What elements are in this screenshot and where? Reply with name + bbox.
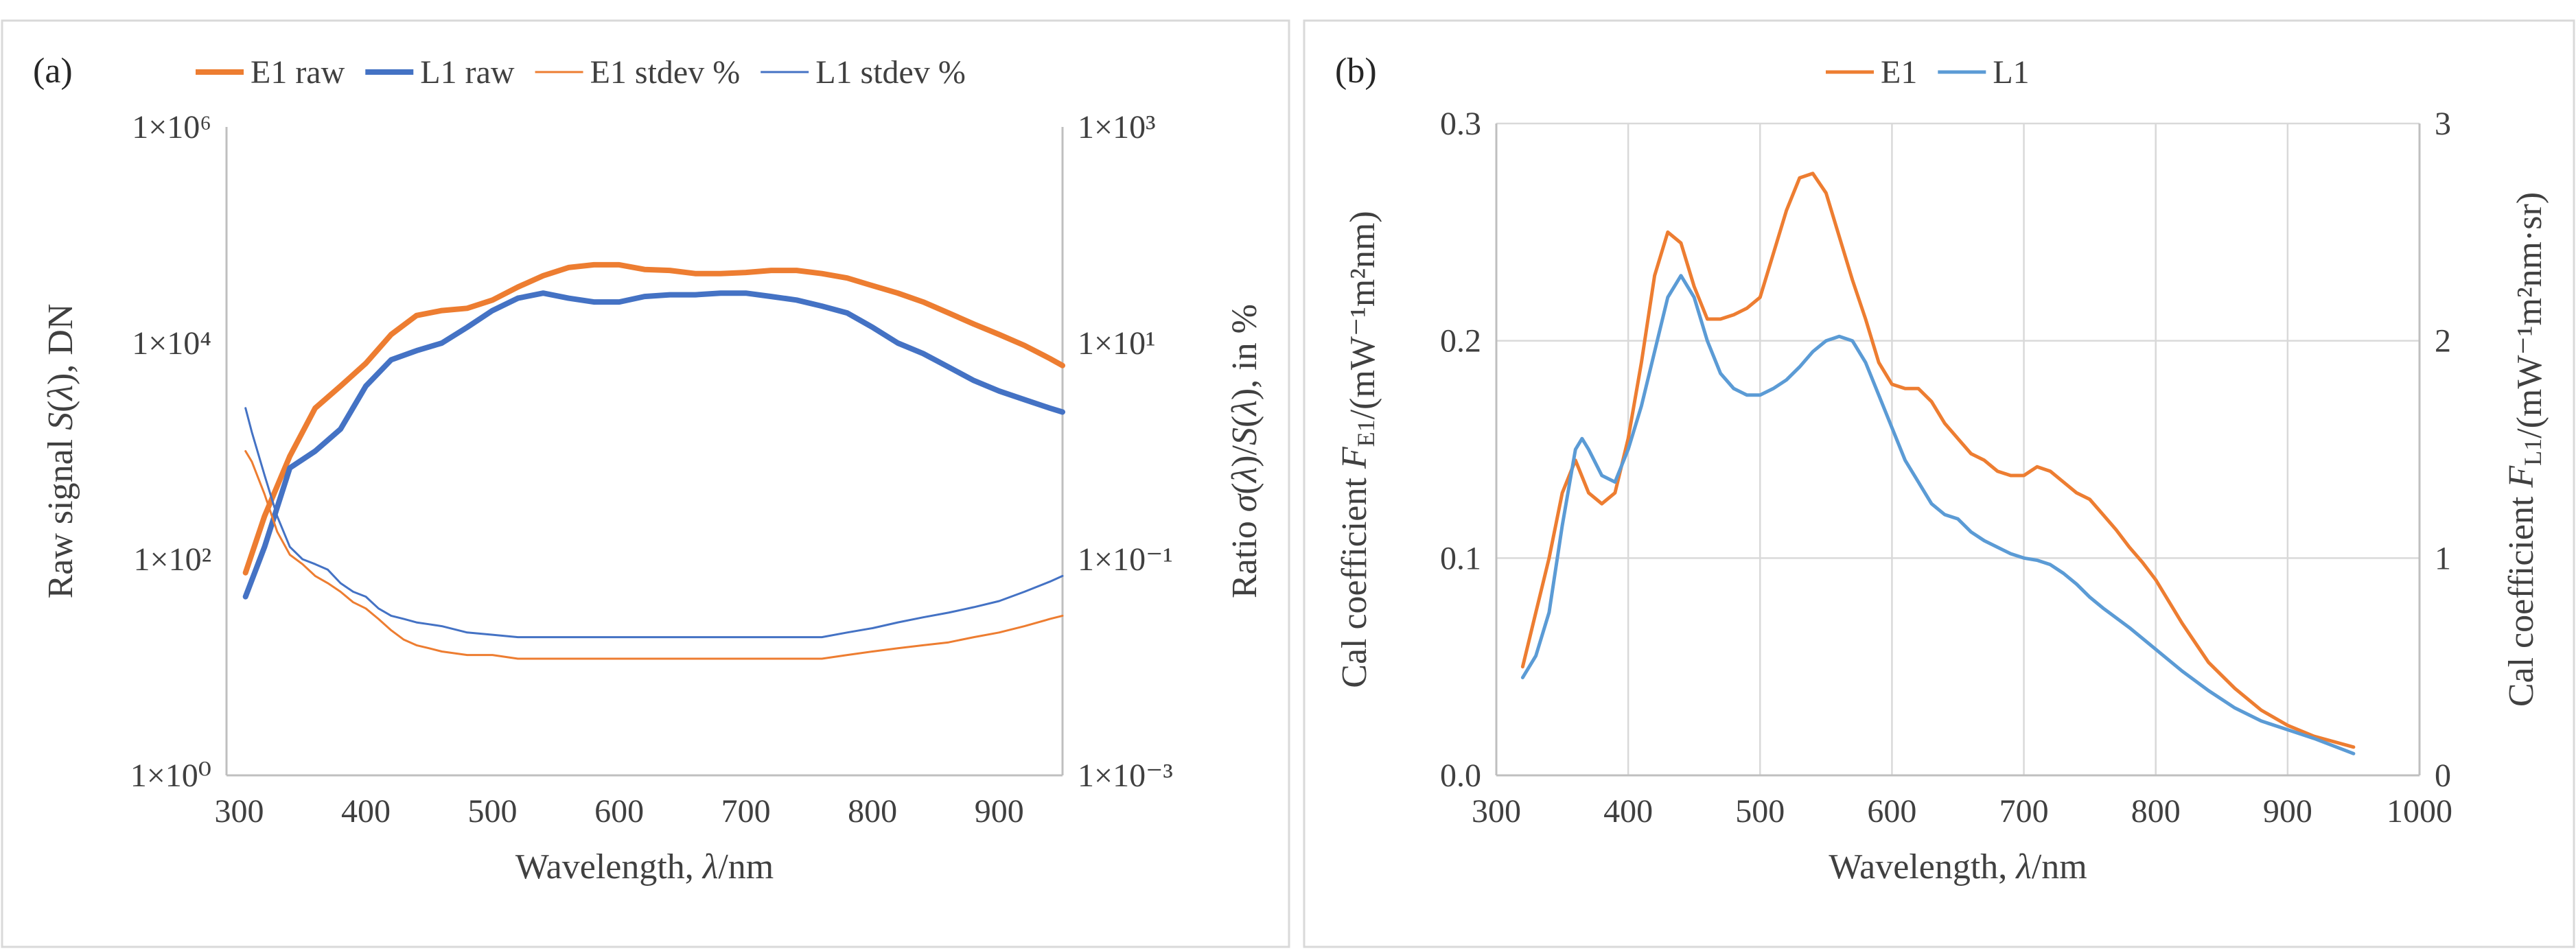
legend-entry: E1 xyxy=(1881,54,1917,91)
legend-entry: L1 raw xyxy=(420,54,515,91)
x-tick-label: 500 xyxy=(1735,793,1785,830)
x-axis-label: Wavelength, λ/nm xyxy=(1829,847,2087,887)
y-left-tick-label: 0.0 xyxy=(1440,758,1481,794)
x-axis-label: Wavelength, λ/nm xyxy=(515,847,774,887)
y-left-axis-label: Cal coefficient FE1/(mW⁻¹m²nm) xyxy=(1335,211,1382,688)
panel-label: (a) xyxy=(33,51,73,91)
y-right-tick-label: 1×10⁻³ xyxy=(1078,758,1173,794)
y-right-tick-label: 1×10³ xyxy=(1078,109,1155,145)
y-right-axis-label: Ratio σ(λ)/S(λ), in % xyxy=(1225,304,1264,598)
y-right-tick-label: 2 xyxy=(2435,323,2451,360)
y-left-tick-label: 1×10⁶ xyxy=(132,109,211,145)
panel-a-frame xyxy=(1,19,1290,948)
y-right-tick-label: 1×10⁻¹ xyxy=(1078,541,1173,578)
y-left-tick-label: 0.1 xyxy=(1440,540,1481,576)
x-tick-label: 700 xyxy=(1999,793,2049,830)
x-tick-label: 500 xyxy=(468,793,518,830)
y-right-tick-label: 1 xyxy=(2435,540,2451,576)
x-tick-label: 400 xyxy=(1603,793,1653,830)
panel-a-chart: 1×10⁰ 1×10⁻³ 1×10² 1×10⁻¹ 1×10⁴ 1×10¹ 1×10⁶ 1×1… xyxy=(33,51,1264,887)
x-tick-label: 800 xyxy=(848,793,897,830)
y-right-tick-label: 0 xyxy=(2435,758,2451,794)
y-right-tick-label: 1×10¹ xyxy=(1078,325,1155,362)
x-tick-label: 1000 xyxy=(2387,793,2452,830)
panel-label: (b) xyxy=(1335,51,1377,91)
x-tick-label: 300 xyxy=(214,793,264,830)
x-tick-label: 800 xyxy=(2131,793,2181,830)
y-right-tick-label: 3 xyxy=(2435,106,2451,142)
series-line-e1 xyxy=(1520,172,2356,749)
series-line-l1-stdev- xyxy=(244,407,1064,639)
y-left-tick-label: 1×10² xyxy=(134,541,211,578)
legend-entry: L1 stdev % xyxy=(815,54,966,91)
y-left-tick-label: 0.3 xyxy=(1440,106,1481,142)
x-tick-label: 400 xyxy=(341,793,391,830)
y-left-axis-label: Raw signal S(λ), DN xyxy=(41,304,80,599)
x-tick-label: 300 xyxy=(1472,793,1521,830)
y-left-tick-label: 0.2 xyxy=(1440,323,1481,360)
x-tick-label: 700 xyxy=(721,793,771,830)
x-tick-label: 900 xyxy=(2263,793,2312,830)
x-tick-label: 900 xyxy=(975,793,1024,830)
y-left-tick-label: 1×10⁰ xyxy=(130,758,211,794)
legend-entry: E1 raw xyxy=(251,54,345,91)
x-tick-label: 600 xyxy=(1867,793,1916,830)
legend-entry: E1 stdev % xyxy=(590,54,741,91)
series-line-e1-stdev- xyxy=(244,450,1064,660)
y-left-tick-label: 1×10⁴ xyxy=(132,325,211,362)
y-right-axis-label: Cal coefficient FL1/(mW⁻¹m²nm·sr) xyxy=(2502,192,2549,707)
series-line-l1-raw xyxy=(242,290,1065,600)
series-line-e1-raw xyxy=(242,261,1065,576)
panel-b-frame xyxy=(1303,19,2575,948)
legend-entry: L1 xyxy=(1993,54,2029,91)
panel-b-chart: 0.0 0 0.1 1 0.2 2 0.3 3 300 400 500 600 700 800 900 100… xyxy=(1335,51,2549,887)
series-line-l1 xyxy=(1520,274,2356,755)
x-tick-label: 600 xyxy=(594,793,644,830)
